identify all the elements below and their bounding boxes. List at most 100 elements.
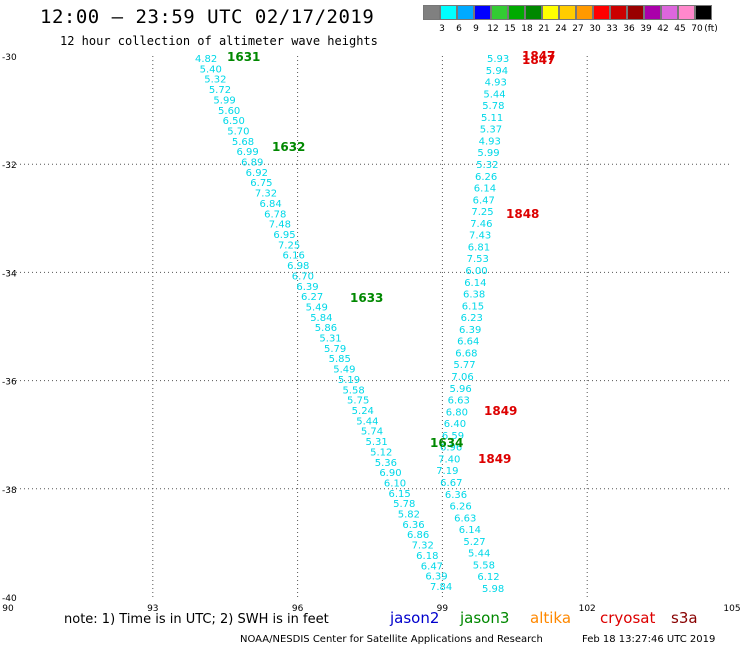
credit-text: NOAA/NESDIS Center for Satellite Applica… xyxy=(240,634,543,645)
wave-height-value: 6.47 xyxy=(421,561,443,572)
map-subtitle: 12 hour collection of altimeter wave hei… xyxy=(60,34,378,48)
wave-height-value: 6.68 xyxy=(455,348,477,359)
wave-height-value: 6.00 xyxy=(465,266,487,277)
wave-height-value: 6.15 xyxy=(462,301,484,312)
wave-height-value: 5.79 xyxy=(324,344,346,355)
pass-time-label: 1631 xyxy=(227,50,260,64)
wave-height-value: 6.64 xyxy=(457,337,479,348)
wave-height-value: 6.70 xyxy=(292,271,314,282)
lat-tick-label: -40 xyxy=(2,594,17,604)
wave-height-value: 6.39 xyxy=(459,325,481,336)
wave-height-value: 5.31 xyxy=(319,334,341,345)
legend-swatch xyxy=(610,5,627,20)
wave-height-value: 5.93 xyxy=(487,54,509,65)
wave-height-value: 5.40 xyxy=(200,64,222,75)
wave-height-value: 5.27 xyxy=(463,537,485,548)
wave-height-value: 7.25 xyxy=(471,207,493,218)
wave-height-value: 6.81 xyxy=(468,242,490,253)
pass-time-label: 1848 xyxy=(506,207,539,221)
lon-tick-label: 99 xyxy=(437,604,449,614)
wave-height-value: 5.58 xyxy=(473,560,495,571)
wave-height-value: 5.37 xyxy=(480,125,502,136)
wave-height-value: 7.25 xyxy=(278,240,300,251)
track-cryosat: 5.935.944.935.445.785.115.374.935.995.32… xyxy=(436,54,509,595)
wave-height-value: 5.44 xyxy=(468,549,490,560)
lat-tick-label: -34 xyxy=(2,269,17,279)
wave-height-value: 6.26 xyxy=(449,502,471,513)
wave-height-value: 6.75 xyxy=(250,178,272,189)
legend-swatch-label: 21 xyxy=(538,24,550,34)
wave-height-value: 5.72 xyxy=(209,85,231,96)
wave-height-value: 7.53 xyxy=(467,254,489,265)
pass-time-label: 1847 xyxy=(522,49,555,63)
wave-height-value: 7.46 xyxy=(470,219,492,230)
wave-height-value: 5.84 xyxy=(310,313,332,324)
wave-height-value: 5.11 xyxy=(481,113,503,124)
wave-height-value: 6.36 xyxy=(445,490,467,501)
legend-swatch-label: 36 xyxy=(623,24,635,34)
pass-time-label: 1632 xyxy=(272,140,305,154)
legend-swatch xyxy=(644,5,661,20)
wave-height-value: 4.93 xyxy=(485,78,507,89)
legend-swatch xyxy=(474,5,491,20)
grid-lines xyxy=(8,56,732,597)
wave-height-value: 6.39 xyxy=(425,572,447,583)
legend-unit-label: (ft) xyxy=(704,24,718,34)
wave-height-value: 4.93 xyxy=(479,136,501,147)
wave-height-value: 6.14 xyxy=(464,278,486,289)
wave-height-value: 7.48 xyxy=(269,220,291,231)
wave-height-value: 6.80 xyxy=(446,407,468,418)
wave-height-value: 6.39 xyxy=(296,282,318,293)
legend-swatch-label: 24 xyxy=(555,24,567,34)
lon-tick-label: 96 xyxy=(292,604,304,614)
legend-swatch xyxy=(576,5,593,20)
wave-height-value: 7.40 xyxy=(438,454,460,465)
lon-tick-label: 105 xyxy=(723,604,740,614)
wave-height-value: 6.40 xyxy=(444,419,466,430)
wave-height-value: 5.74 xyxy=(361,427,383,438)
wave-height-value: 4.82 xyxy=(195,54,217,65)
wave-height-value: 6.15 xyxy=(389,489,411,500)
wave-height-value: 6.10 xyxy=(384,478,406,489)
wave-height-value: 6.95 xyxy=(273,230,295,241)
wave-height-value: 6.96 xyxy=(440,443,462,454)
legend-swatch-label: 33 xyxy=(606,24,618,34)
legend-swatch xyxy=(542,5,559,20)
wave-height-value: 7.84 xyxy=(430,582,452,593)
lat-tick-label: -36 xyxy=(2,378,17,388)
legend-swatch-label: 3 xyxy=(439,24,445,34)
footer-note: note: 1) Time is in UTC; 2) SWH is in fe… xyxy=(64,612,329,627)
wave-height-value: 6.12 xyxy=(477,572,499,583)
pass-time-label: 1849 xyxy=(478,452,511,466)
wave-height-value: 6.16 xyxy=(283,251,305,262)
wave-height-value: 6.14 xyxy=(459,525,481,536)
wave-height-value: 6.67 xyxy=(440,478,462,489)
legend-swatch-label: 18 xyxy=(521,24,533,34)
legend-swatch-label: 12 xyxy=(487,24,499,34)
wave-height-value: 5.98 xyxy=(482,584,504,595)
legend-swatch-label: 15 xyxy=(504,24,516,34)
wave-height-value: 6.18 xyxy=(416,551,438,562)
wave-height-value: 5.31 xyxy=(365,437,387,448)
lon-tick-label: 102 xyxy=(579,604,596,614)
lat-tick-label: -38 xyxy=(2,486,17,496)
legend-swatch xyxy=(457,5,474,20)
wave-height-value: 6.92 xyxy=(246,168,268,179)
wave-height-value: 6.84 xyxy=(260,199,282,210)
wave-height-value: 6.63 xyxy=(454,513,476,524)
wave-height-value: 5.60 xyxy=(218,106,240,117)
wave-height-value: 5.68 xyxy=(232,137,254,148)
wave-height-value: 6.38 xyxy=(463,290,485,301)
wave-height-value: 7.19 xyxy=(436,466,458,477)
lon-tick-label: 90 xyxy=(2,604,14,614)
wave-height-value: 5.99 xyxy=(213,95,235,106)
pass-time-label: 1634 xyxy=(430,436,463,450)
wave-height-value: 6.27 xyxy=(301,292,323,303)
wave-height-value: 7.32 xyxy=(412,541,434,552)
legend-swatch-label: 70 xyxy=(691,24,703,34)
wave-height-value: 6.63 xyxy=(448,396,470,407)
wave-height-value: 5.75 xyxy=(347,396,369,407)
wave-height-value: 7.43 xyxy=(469,231,491,242)
wave-height-value: 5.36 xyxy=(375,458,397,469)
